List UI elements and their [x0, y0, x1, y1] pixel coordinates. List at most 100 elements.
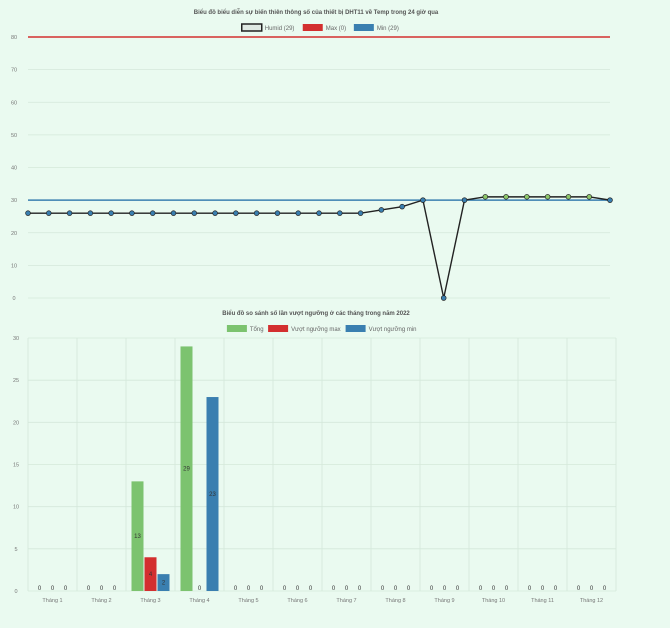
data-label: 0 [358, 586, 362, 592]
data-point[interactable] [482, 194, 489, 200]
bar[interactable] [206, 397, 219, 591]
x-tick-label: Tháng 2 [91, 598, 111, 604]
data-point[interactable] [378, 207, 385, 213]
data-point[interactable] [524, 194, 530, 200]
bar[interactable] [131, 481, 144, 591]
data-point[interactable] [420, 197, 426, 203]
data-point[interactable] [233, 210, 239, 216]
data-label: 0 [430, 586, 434, 592]
data-label: 0 [113, 586, 117, 592]
data-point[interactable] [586, 194, 592, 200]
data-label: 0 [492, 586, 496, 592]
legend-swatch[interactable] [226, 325, 247, 332]
x-tick-label: Tháng 1 [42, 598, 62, 604]
data-point[interactable] [149, 210, 156, 216]
data-label: 0 [38, 586, 42, 592]
data-label: 0 [260, 586, 264, 592]
data-label: 0 [394, 586, 398, 592]
data-point[interactable] [316, 210, 322, 216]
bar[interactable] [144, 557, 157, 591]
legend-label[interactable]: Max (0) [326, 26, 346, 32]
legend-label[interactable]: Tổng [250, 326, 264, 333]
data-label: 0 [528, 586, 532, 592]
y-tick-label: 50 [11, 133, 17, 139]
legend-label[interactable]: Vượt ngưỡng min [369, 327, 417, 333]
data-point[interactable] [607, 197, 613, 203]
data-label: 29 [183, 467, 190, 473]
bar[interactable] [180, 346, 193, 591]
legend: Tổng Vượt ngưỡng max Vượt ngưỡng min [226, 325, 417, 333]
grid [28, 36, 610, 299]
data-label: 0 [590, 586, 594, 592]
data-point[interactable] [108, 210, 114, 216]
data-point[interactable] [129, 210, 135, 216]
data-label: 0 [456, 586, 460, 592]
series-points [25, 194, 613, 301]
legend-swatch[interactable] [268, 325, 289, 332]
line-chart-temp: Biểu đồ biểu diễn sự biến thiên thông số… [0, 0, 670, 304]
data-label: 0 [443, 586, 447, 592]
bar-chart-monthly: Biểu đồ so sánh số lần vượt ngưỡng ở các… [0, 304, 670, 628]
bar-chart-svg: Biểu đồ so sánh số lần vượt ngưỡng ở các… [13, 310, 617, 604]
data-point[interactable] [440, 295, 447, 301]
y-axis: 0 10 20 30 40 50 60 70 80 [11, 35, 17, 302]
x-tick-label: Tháng 9 [434, 598, 454, 604]
data-label: 0 [479, 586, 483, 592]
data-label: 0 [407, 586, 411, 592]
data-point[interactable] [295, 210, 301, 216]
legend-swatch[interactable] [302, 24, 323, 31]
data-point[interactable] [357, 210, 364, 216]
data-label: 13 [134, 534, 141, 540]
data-point[interactable] [544, 194, 551, 200]
bars: 0 0 0 0 0 0 13 4 2 29 0 23 0 0 0 0 0 0 0 0 0 0 0 0 0 0 0 0 0 0 0 0 0 0 0 0 [38, 346, 607, 592]
x-tick-label: Tháng 5 [238, 598, 258, 604]
data-point[interactable] [503, 194, 509, 200]
y-tick-label: 80 [11, 35, 17, 41]
data-point[interactable] [461, 197, 468, 203]
data-point[interactable] [191, 210, 198, 216]
data-label: 0 [234, 586, 238, 592]
data-point[interactable] [66, 210, 73, 216]
legend-swatch[interactable] [241, 23, 263, 32]
data-label: 0 [296, 586, 300, 592]
data-point[interactable] [87, 210, 94, 216]
legend-swatch[interactable] [353, 24, 374, 31]
y-tick-label: 30 [11, 198, 17, 204]
data-label: 0 [381, 586, 385, 592]
x-axis: Tháng 1 Tháng 2 Tháng 3 Tháng 4 Tháng 5 Tháng… [42, 598, 603, 604]
y-tick-label: 40 [11, 166, 17, 172]
data-label: 0 [505, 586, 509, 592]
data-point[interactable] [253, 210, 260, 216]
y-tick-label: 60 [11, 100, 17, 106]
legend-label[interactable]: Humid (29) [265, 26, 295, 32]
y-tick-label: 10 [13, 505, 19, 511]
data-label: 2 [162, 581, 166, 587]
legend-label[interactable]: Min (29) [377, 26, 399, 32]
legend-swatch[interactable] [345, 325, 366, 332]
data-point[interactable] [399, 203, 405, 210]
data-point[interactable] [25, 210, 31, 216]
x-tick-label: Tháng 11 [531, 598, 554, 604]
y-tick-label: 30 [13, 336, 19, 342]
data-label: 0 [603, 586, 607, 592]
y-tick-label: 0 [14, 589, 17, 595]
legend-label[interactable]: Vượt ngưỡng max [291, 327, 341, 333]
data-label: 0 [541, 586, 545, 592]
data-point[interactable] [46, 210, 52, 216]
y-tick-label: 10 [11, 263, 17, 269]
x-tick-label: Tháng 8 [385, 598, 405, 604]
data-label: 0 [247, 586, 251, 592]
data-point[interactable] [565, 194, 572, 200]
data-label: 4 [149, 572, 153, 578]
legend: Humid (29) Max (0) Min (29) [241, 23, 399, 32]
data-label: 0 [309, 586, 313, 592]
data-point[interactable] [170, 210, 177, 216]
data-label: 23 [209, 492, 216, 498]
x-tick-label: Tháng 12 [580, 598, 603, 604]
bar[interactable] [157, 574, 170, 591]
data-point[interactable] [274, 210, 281, 216]
data-point[interactable] [337, 210, 343, 216]
x-tick-label: Tháng 10 [482, 598, 505, 604]
x-tick-label: Tháng 4 [189, 598, 209, 604]
data-point[interactable] [212, 210, 218, 216]
